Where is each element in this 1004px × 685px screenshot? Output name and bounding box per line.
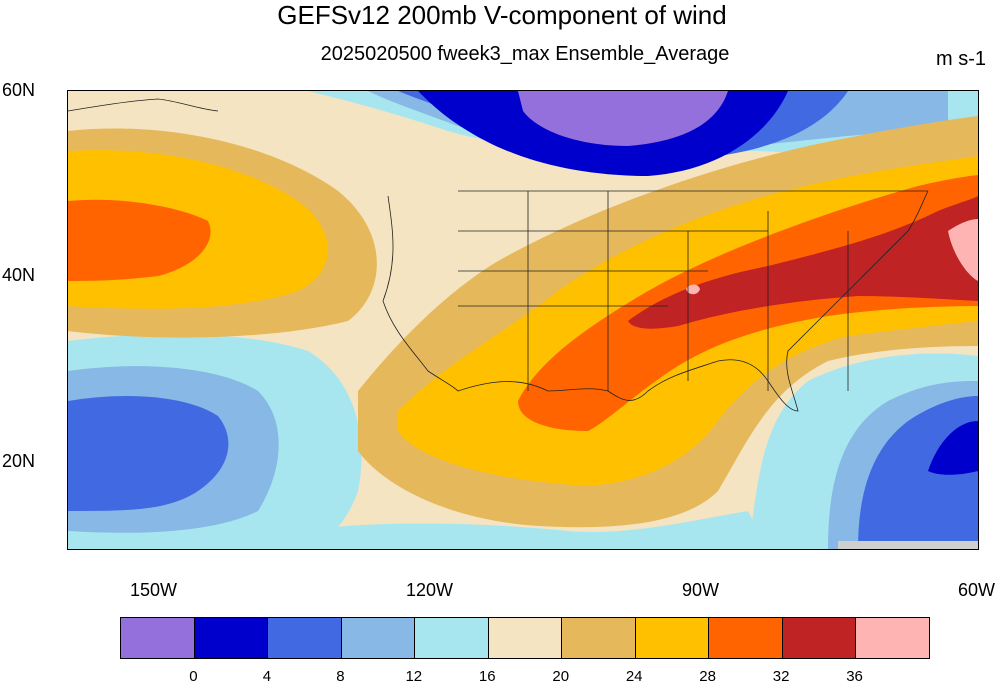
contour-band-12-16 xyxy=(298,511,768,549)
colorbar-swatch xyxy=(268,618,342,658)
colorbar-tick-label: 0 xyxy=(189,668,198,685)
colorbar-swatch xyxy=(562,618,636,658)
colorbar-swatch xyxy=(488,618,563,658)
lon-label-90w: 90W xyxy=(682,580,720,600)
contour-band-above-40 xyxy=(686,284,700,295)
map-title: GEFSv12 200mb V-component of wind xyxy=(277,0,727,30)
lon-label-120w: 120W xyxy=(406,580,454,600)
colorbar-tick-label: 8 xyxy=(336,668,345,685)
contour-band-36-40 xyxy=(628,196,978,329)
coastline-outline xyxy=(68,98,929,412)
colorbar-swatch xyxy=(194,618,269,658)
colorbar-tick-label: 20 xyxy=(552,668,570,685)
lon-label-60w: 60W xyxy=(958,580,996,600)
lat-label-20n: 20N xyxy=(2,451,36,471)
contour-field xyxy=(68,91,978,549)
colorbar-swatch xyxy=(709,618,783,658)
wind-map xyxy=(67,90,979,550)
colorbar-tick-label: 4 xyxy=(262,668,272,685)
missing-data-patch xyxy=(838,541,978,549)
colorbar-tick-label: 16 xyxy=(478,668,496,685)
colorbar-swatch xyxy=(341,618,416,658)
colorbar-tick-label: 36 xyxy=(846,668,863,685)
contour-band-4-8 xyxy=(68,396,229,511)
colorbar-swatch xyxy=(856,618,930,658)
lat-label-60n: 60N xyxy=(2,80,36,100)
colorbar-swatch xyxy=(121,618,195,658)
contour-band-32-36 xyxy=(68,199,211,281)
colorbar-swatch xyxy=(782,618,857,658)
lat-label-40n: 40N xyxy=(2,265,36,285)
colorbar-tick-label: 24 xyxy=(625,668,643,685)
units-label: m s-1 xyxy=(936,48,986,70)
colorbar-swatch xyxy=(415,618,489,658)
colorbar-tick-label: 12 xyxy=(405,668,423,685)
contour-band-0-4 xyxy=(928,421,978,475)
lon-label-150w: 150W xyxy=(130,580,178,600)
contour-band-below-0 xyxy=(518,91,728,146)
colorbar-tick-label: 28 xyxy=(699,668,716,685)
colorbar-tick-label: 32 xyxy=(772,668,790,685)
contour-band-4-8 xyxy=(858,396,978,549)
colorbar xyxy=(120,617,930,659)
map-subtitle: 2025020500 fweek3_max Ensemble_Average xyxy=(320,43,730,65)
contour-band-above-40 xyxy=(948,219,978,281)
colorbar-swatch xyxy=(635,618,710,658)
